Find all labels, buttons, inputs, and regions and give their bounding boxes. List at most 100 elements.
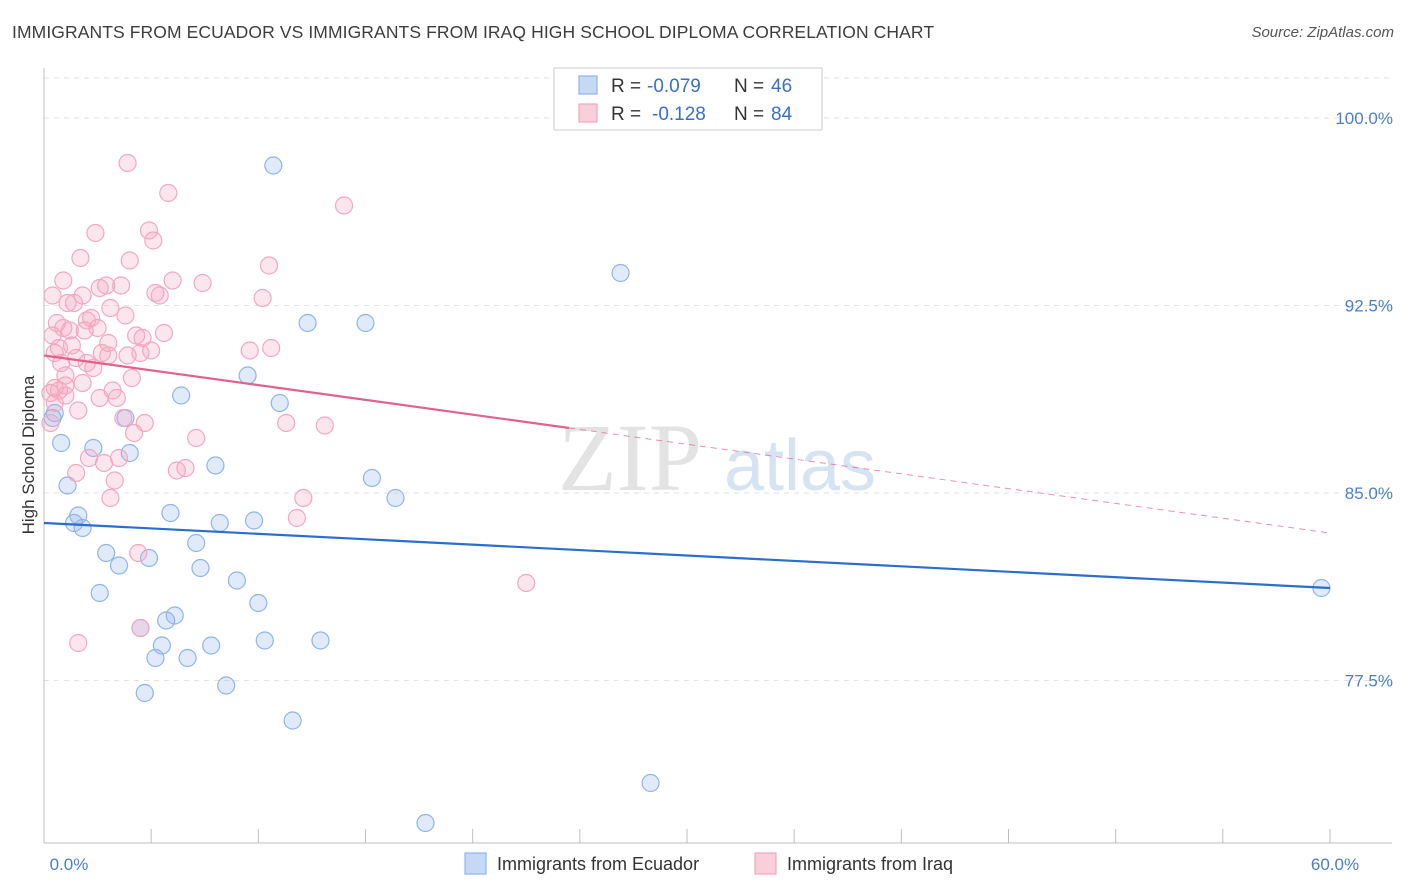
point-ecuador-27 [210, 513, 229, 533]
point-ecuador-15 [139, 548, 159, 568]
point-iraq-77 [56, 366, 75, 385]
chart-source: Source: ZipAtlas.com [1251, 24, 1394, 41]
point-iraq-19 [69, 401, 88, 420]
point-iraq-27 [86, 223, 105, 243]
point-ecuador-19 [161, 503, 180, 523]
point-iraq-41 [114, 408, 133, 428]
point-ecuador-39 [356, 313, 375, 333]
point-ecuador-22 [178, 648, 197, 668]
point-ecuador-28 [217, 676, 236, 695]
point-iraq-31 [94, 453, 114, 473]
point-iraq-48 [129, 543, 148, 563]
point-ecuador-24 [191, 558, 210, 578]
point-iraq-14 [60, 321, 79, 340]
point-iraq-58 [159, 183, 178, 203]
point-iraq-45 [122, 368, 141, 388]
point-ecuador-25 [202, 636, 221, 655]
point-iraq-81 [73, 373, 92, 393]
point-ecuador-9 [97, 543, 116, 563]
point-iraq-59 [163, 271, 182, 290]
point-ecuador-17 [152, 636, 171, 655]
point-ecuador-42 [416, 813, 435, 833]
point-iraq-63 [193, 273, 212, 293]
point-iraq-37 [105, 471, 124, 490]
trend-lines [43, 354, 1331, 590]
legend-n-label-iraq: N = [734, 104, 764, 125]
y-axis-label: High School Diploma [19, 375, 38, 534]
point-ecuador-38 [311, 631, 330, 650]
point-iraq-62 [187, 428, 206, 448]
legend-r-value-ecuador: -0.079 [647, 76, 701, 97]
series-swatch-iraq [754, 852, 777, 875]
legend-n-value-iraq: 84 [771, 104, 793, 125]
point-iraq-78 [77, 311, 96, 330]
chart-title: IMMIGRANTS FROM ECUADOR VS IMMIGRANTS FR… [12, 22, 935, 42]
point-ecuador-8 [90, 583, 109, 603]
point-iraq-9 [54, 271, 73, 290]
point-iraq-79 [99, 346, 118, 365]
point-iraq-72 [334, 196, 354, 215]
point-iraq-70 [294, 488, 313, 508]
point-iraq-83 [118, 346, 137, 365]
legend-r-label-ecuador: R = [611, 76, 641, 97]
point-iraq-56 [150, 286, 169, 305]
point-iraq-57 [154, 323, 174, 343]
point-iraq-76 [45, 378, 64, 398]
point-iraq-75 [131, 618, 150, 638]
point-ecuador-6 [73, 518, 92, 538]
legend-swatch-ecuador [578, 75, 598, 95]
point-ecuador-2 [52, 433, 71, 453]
point-ecuador-18 [157, 611, 176, 630]
point-iraq-80 [49, 338, 69, 358]
legend-r-value-iraq: -0.128 [652, 104, 706, 125]
point-iraq-51 [135, 413, 154, 433]
x-tick-label-1: 60.0% [1311, 855, 1359, 874]
point-iraq-21 [73, 286, 92, 305]
trend-line-ecuador [43, 521, 1331, 590]
point-iraq-71 [315, 416, 334, 435]
point-ecuador-26 [206, 456, 225, 475]
legend-n-label-ecuador: N = [734, 76, 764, 97]
point-iraq-12 [56, 386, 75, 405]
point-iraq-35 [101, 488, 120, 508]
point-iraq-33 [99, 333, 118, 353]
point-ecuador-30 [238, 366, 257, 385]
point-ecuador-43 [611, 263, 630, 283]
point-ecuador-40 [362, 468, 382, 488]
data-points [41, 153, 1331, 833]
point-iraq-68 [277, 413, 296, 433]
point-ecuador-44 [641, 773, 660, 793]
point-iraq-65 [253, 288, 272, 308]
y-tick-label-1: 92.5% [1345, 297, 1393, 316]
point-iraq-53 [142, 341, 161, 360]
point-iraq-28 [88, 318, 107, 338]
point-iraq-40 [112, 276, 131, 295]
point-iraq-20 [71, 248, 90, 268]
point-ecuador-33 [255, 631, 274, 650]
legend-swatch-iraq [578, 103, 598, 123]
point-iraq-34 [101, 298, 120, 318]
point-ecuador-41 [386, 488, 405, 508]
point-iraq-24 [79, 448, 99, 468]
point-ecuador-29 [227, 571, 246, 590]
point-ecuador-1 [45, 403, 64, 423]
legend: R = -0.079 N = 46 R = -0.128 N = 84 [553, 67, 823, 131]
point-ecuador-32 [249, 593, 268, 613]
series-legend: Immigrants from Ecuador Immigrants from … [464, 852, 953, 875]
point-iraq-67 [262, 338, 281, 358]
y-tick-label-3: 77.5% [1345, 672, 1393, 691]
watermark-atlas: atlas [724, 426, 876, 506]
point-ecuador-12 [120, 443, 139, 463]
point-iraq-18 [67, 463, 86, 483]
point-ecuador-35 [270, 393, 289, 413]
legend-box [553, 67, 823, 131]
point-ecuador-7 [84, 438, 103, 458]
x-tick-label-0: 0.0% [50, 855, 89, 874]
x-tick-labels: 0.0% 60.0% [50, 855, 1359, 874]
y-tick-labels: 100.0% 92.5% 85.0% 77.5% [1335, 109, 1393, 691]
point-iraq-52 [139, 221, 159, 240]
point-iraq-82 [90, 278, 109, 298]
watermark: ZIP atlas [558, 404, 876, 511]
point-ecuador-10 [109, 556, 129, 575]
